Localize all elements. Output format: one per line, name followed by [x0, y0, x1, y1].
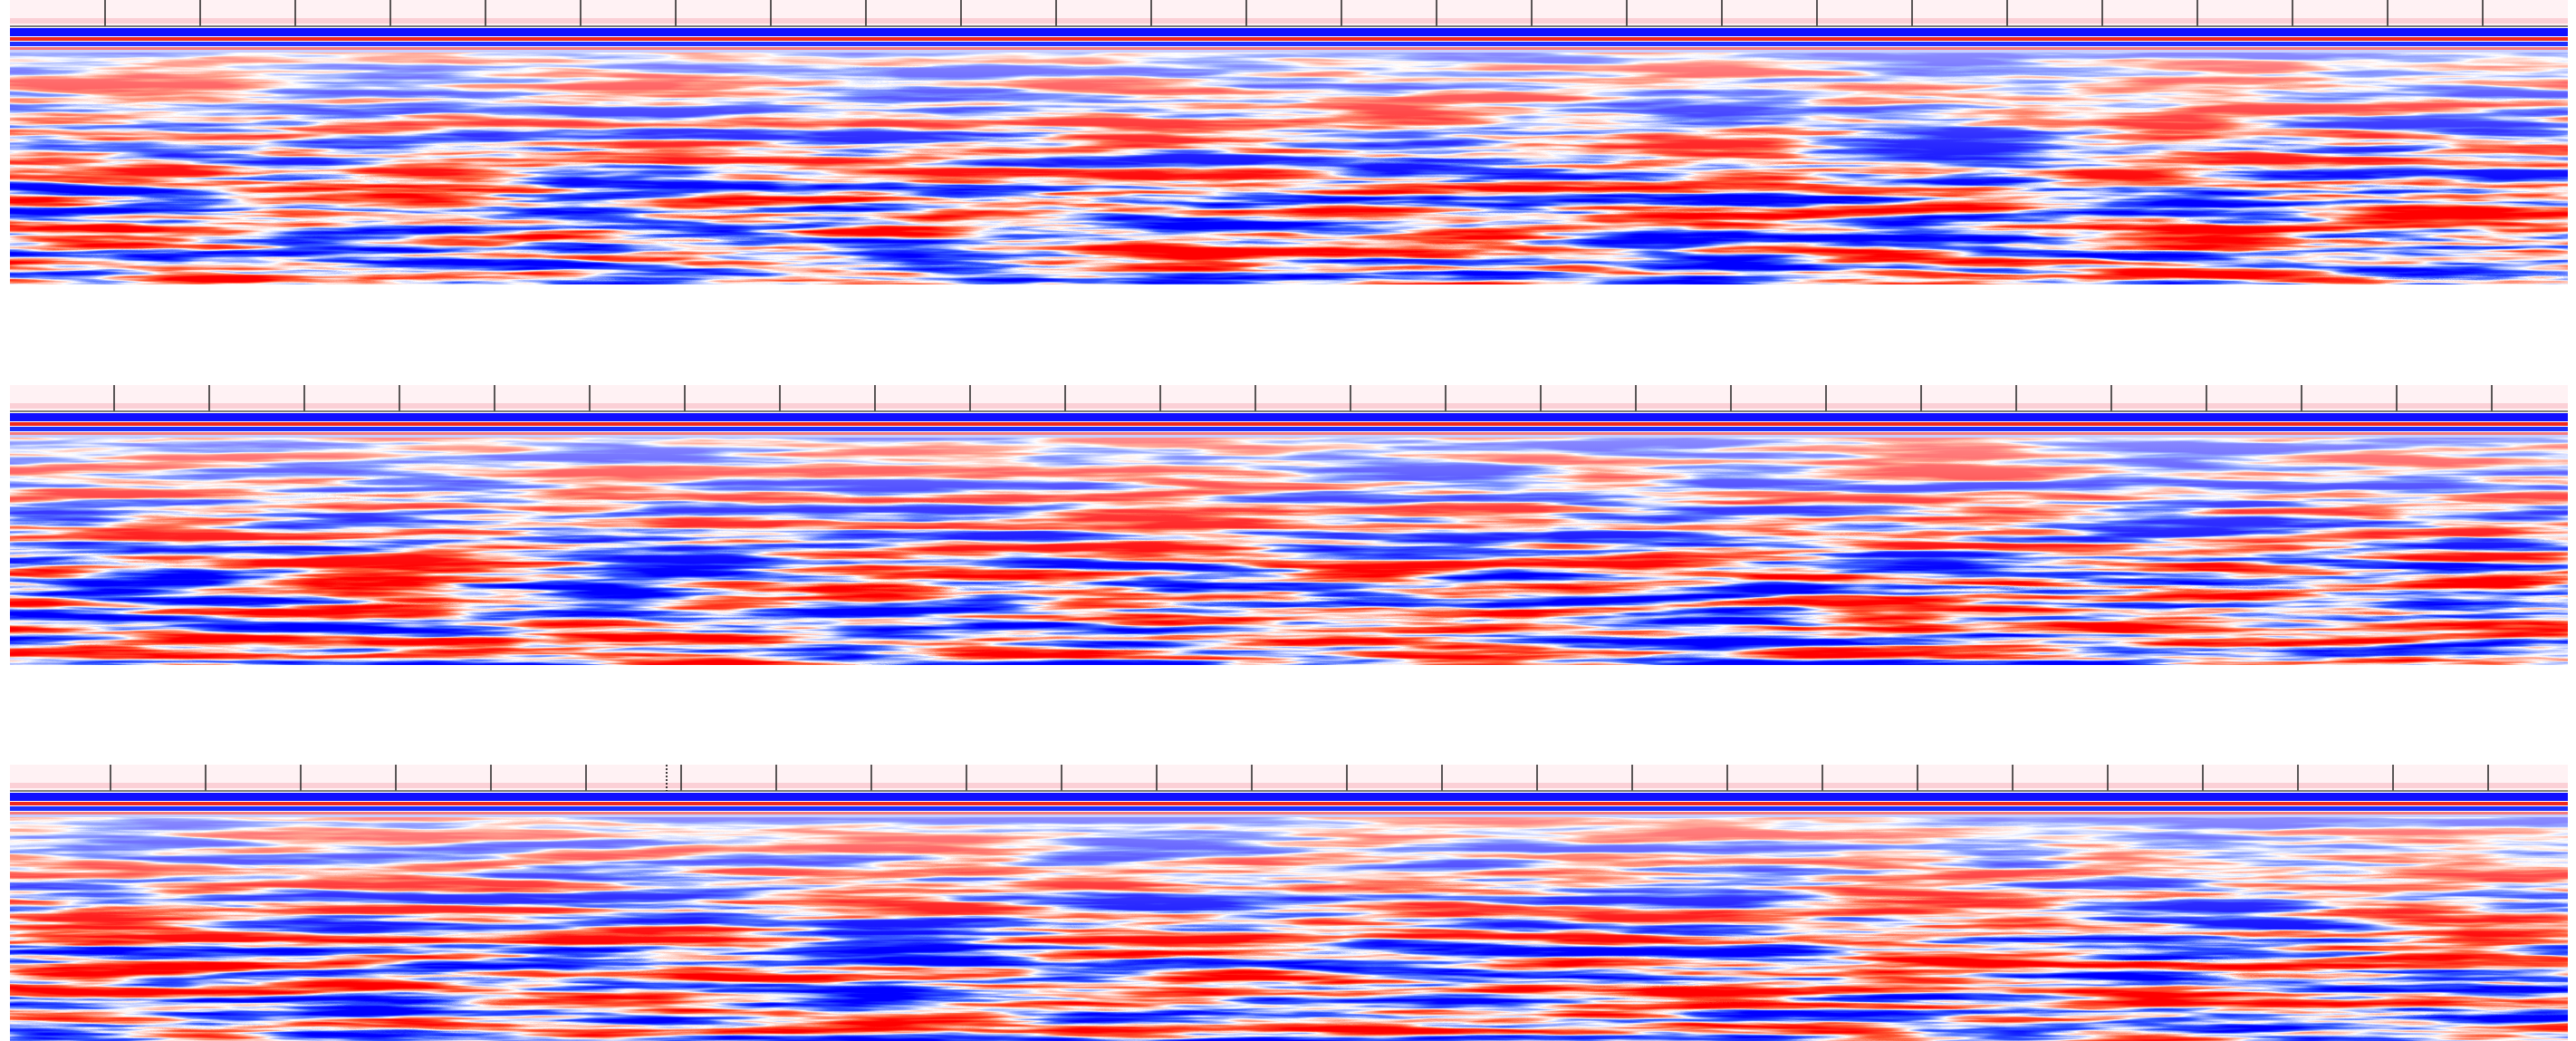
texture-fade: [10, 438, 2568, 665]
band: [10, 432, 2568, 435]
header-band: [10, 18, 2568, 24]
band: [10, 806, 2568, 811]
band: [10, 812, 2568, 814]
texture-fade: [10, 53, 2568, 284]
texture-fade: [10, 817, 2568, 1041]
seismic-panel: [10, 765, 2568, 1041]
band: [10, 802, 2568, 805]
seismic-panel: [10, 385, 2568, 665]
band: [10, 814, 2568, 817]
band: [10, 435, 2568, 438]
band: [10, 413, 2568, 421]
seismic-panel: [10, 0, 2568, 284]
band: [10, 793, 2568, 801]
band: [10, 427, 2568, 431]
seismic-profiles: [0, 0, 2576, 1041]
band: [10, 47, 2568, 50]
band: [10, 37, 2568, 41]
band: [10, 50, 2568, 53]
band: [10, 42, 2568, 46]
header-band: [10, 403, 2568, 409]
band: [10, 28, 2568, 36]
band: [10, 422, 2568, 426]
header-band: [10, 783, 2568, 788]
page: (() => { JSON.parse(document.getElementB…: [0, 0, 2576, 1041]
